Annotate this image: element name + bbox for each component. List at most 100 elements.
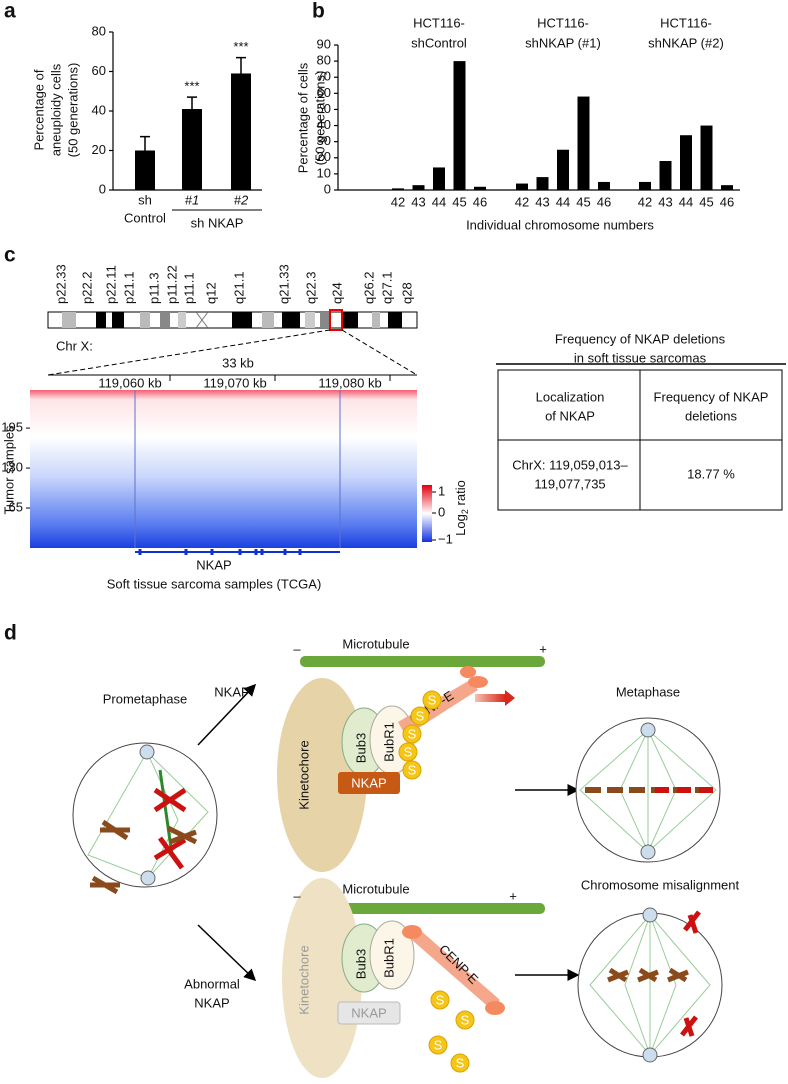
x-tick-label: #2 xyxy=(234,192,249,207)
bar xyxy=(392,188,404,190)
table-title: Frequency of NKAP deletions xyxy=(555,331,726,346)
bar xyxy=(700,125,713,190)
stage-label: Metaphase xyxy=(616,684,680,699)
protein-label: Bub3 xyxy=(353,733,368,763)
cell-prometaphase xyxy=(72,742,218,895)
significance: *** xyxy=(184,79,199,94)
error-bar xyxy=(236,56,246,74)
microtubule-end: – xyxy=(293,888,301,903)
colorbar-tick-label: 0 xyxy=(438,504,445,519)
x-tick-label: 46 xyxy=(597,194,611,209)
panel-label: b xyxy=(312,0,325,23)
phospho-label: S xyxy=(456,1055,465,1070)
arrow xyxy=(197,924,257,982)
x-tick-label: 42 xyxy=(638,194,652,209)
protein-label: Bub3 xyxy=(353,949,368,979)
y-tick-label: 80 xyxy=(317,53,331,68)
error-bar xyxy=(140,135,150,151)
y-axis-label: Percentage of cells xyxy=(295,62,310,173)
x-tick-label: 42 xyxy=(515,194,529,209)
table-header: deletions xyxy=(685,408,738,423)
bar xyxy=(135,150,155,190)
phospho-site xyxy=(428,1035,448,1055)
bar xyxy=(659,161,672,190)
y-axis-label: (50 generations) xyxy=(65,63,80,158)
panel-label: a xyxy=(4,0,16,23)
y-tick-label: 0 xyxy=(99,181,106,196)
x-tick-label: 44 xyxy=(679,194,693,209)
y-tick-label: 60 xyxy=(317,85,331,100)
x-tick-label: 44 xyxy=(432,194,446,209)
table-header: of NKAP xyxy=(545,408,595,423)
group-title: HCT116- xyxy=(413,15,465,30)
y-tick-label: 70 xyxy=(317,69,331,84)
bar xyxy=(557,149,569,190)
colorbar-label: Log2 ratio xyxy=(453,480,470,536)
band-label: p22.33 xyxy=(53,264,68,304)
phospho-label: S xyxy=(404,744,413,759)
phospho-site xyxy=(450,1053,470,1073)
band-label: q28 xyxy=(399,282,414,304)
phospho-site xyxy=(422,690,442,710)
y-tick-label: 90 xyxy=(317,36,331,51)
nkap-box: NKAP xyxy=(351,775,386,790)
band-label: q27.1 xyxy=(379,271,394,304)
significance: *** xyxy=(233,39,248,54)
mechanism-normal xyxy=(277,656,721,872)
microtubule-end: – xyxy=(293,641,301,656)
colorbar-label-part: Log xyxy=(453,514,468,536)
span-label: 33 kb xyxy=(222,355,254,370)
heatmap xyxy=(30,390,432,555)
group-title: shNKAP (#1) xyxy=(525,35,601,50)
colorbar-label-part: ratio xyxy=(453,480,468,509)
table-cell: 119,077,735 xyxy=(534,476,605,491)
table-header: Localization xyxy=(536,389,605,404)
table-cell: ChrX: 119,059,013– xyxy=(512,457,628,472)
bar xyxy=(433,167,445,190)
table-header: Frequency of NKAP xyxy=(654,389,769,404)
band-label: q21.33 xyxy=(276,264,291,304)
phospho-label: S xyxy=(416,708,425,723)
table-frame xyxy=(496,363,786,511)
y-tick-label: 80 xyxy=(92,23,106,38)
colorbar-label-sub: 2 xyxy=(460,509,470,514)
stage-label: Prometaphase xyxy=(103,691,188,706)
arrow-label: NKAP xyxy=(214,684,249,699)
phospho-site xyxy=(430,990,450,1010)
y-axis-label: aneuploidy cells xyxy=(48,63,63,156)
band-label: p21.1 xyxy=(121,271,136,304)
y-tick-label: 40 xyxy=(317,117,331,132)
bar xyxy=(516,183,528,190)
colorbar-tick-label: 1 xyxy=(438,483,445,498)
microtubule-label: Microtubule xyxy=(342,881,409,896)
band-label: q26.2 xyxy=(361,271,376,304)
coord-tick-label: 119,080 kb xyxy=(318,375,381,390)
y-tick-label: 50 xyxy=(317,101,331,116)
arrow-label: Abnormal xyxy=(184,976,240,991)
group-title: HCT116- xyxy=(660,15,712,30)
phospho-label: S xyxy=(428,692,437,707)
coord-tick-label: 119,070 kb xyxy=(203,375,266,390)
group-label: sh NKAP xyxy=(191,215,244,230)
x-tick-label: Control xyxy=(124,210,166,225)
phospho-label: S xyxy=(461,1012,470,1027)
x-tick-label: #1 xyxy=(185,192,199,207)
y-tick-label: 30 xyxy=(317,133,331,148)
bar xyxy=(182,109,202,190)
bar xyxy=(474,186,486,190)
phospho-site xyxy=(398,742,418,762)
table-title: in soft tissue sarcomas xyxy=(574,350,707,365)
y-tick-label: 195 xyxy=(1,420,23,435)
group-title: HCT116- xyxy=(537,15,589,30)
y-tick-label: 20 xyxy=(317,149,331,164)
phospho-site xyxy=(402,760,422,780)
chr-label: Chr X: xyxy=(56,338,93,353)
band-label: q21.1 xyxy=(231,271,246,304)
y-tick-label: 0 xyxy=(324,181,331,196)
x-tick-label: 46 xyxy=(473,194,487,209)
ideogram xyxy=(47,309,418,376)
microtubule-end: + xyxy=(539,641,547,656)
bar xyxy=(639,181,651,190)
band-label: q24 xyxy=(329,282,344,304)
